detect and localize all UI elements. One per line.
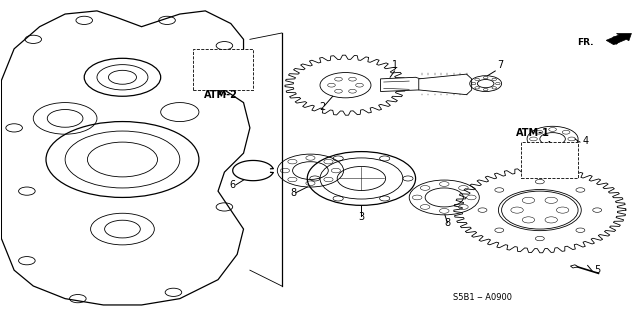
Text: S5B1 ‒ A0900: S5B1 ‒ A0900 [453,293,512,302]
Text: ATM-2: ATM-2 [204,90,238,100]
Text: 8: 8 [290,188,296,198]
Text: ATM-1: ATM-1 [516,128,550,138]
Text: 3: 3 [358,212,365,222]
Text: 1: 1 [392,60,397,70]
Polygon shape [381,77,425,92]
Circle shape [307,152,415,205]
Text: 2: 2 [319,101,325,112]
Text: 7: 7 [497,60,504,70]
Polygon shape [570,265,578,268]
FancyBboxPatch shape [521,142,578,178]
FancyArrow shape [606,33,632,45]
Text: 4: 4 [582,136,589,146]
Text: 8: 8 [444,218,451,228]
Polygon shape [419,74,472,95]
Text: 5: 5 [594,265,600,275]
Text: 6: 6 [229,180,235,190]
FancyBboxPatch shape [193,49,253,90]
Text: FR.: FR. [577,38,594,47]
